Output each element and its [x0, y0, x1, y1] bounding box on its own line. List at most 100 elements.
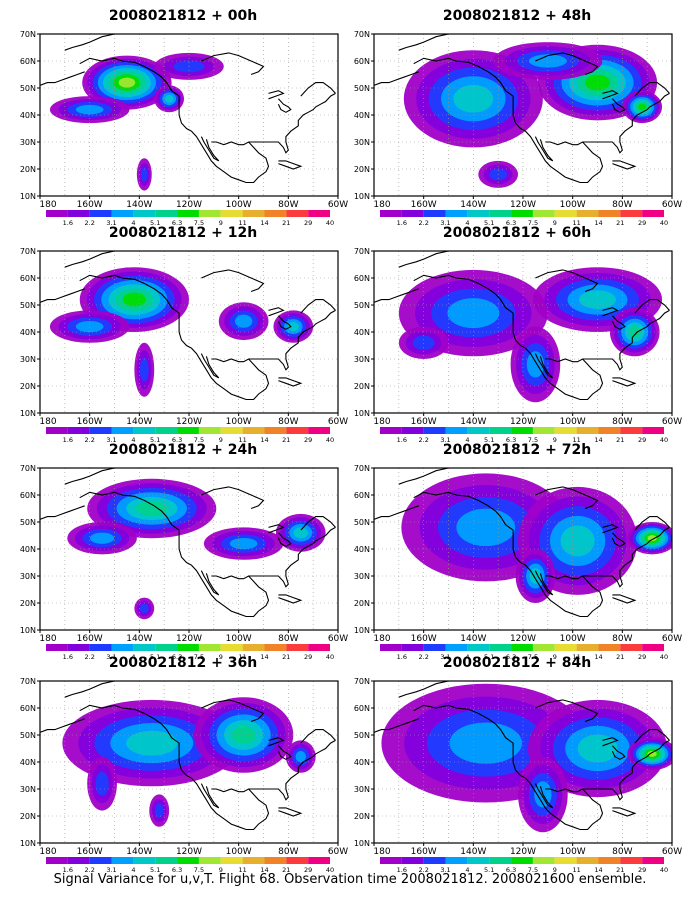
lat-label: 30N: [20, 355, 36, 364]
colorbar-label: 9: [553, 436, 557, 444]
lon-label: 80W: [612, 417, 632, 427]
colorbar-label: 4: [131, 866, 135, 874]
colorbar-label: 6.3: [506, 219, 516, 227]
colorbar-label: 5.1: [150, 653, 160, 661]
colorbar-label: 11: [238, 219, 246, 227]
colorbar-label: 14: [594, 866, 602, 874]
coastlines: [374, 681, 670, 831]
colorbar: 1.6 2.2 3.1 4 5.1 6.3 7.5 9 11 14 21 29 40: [46, 210, 334, 227]
colorbar-label: 3.1: [440, 866, 450, 874]
colorbar-swatch: [445, 210, 468, 217]
colorbar: 1.6 2.2 3.1 4 5.1 6.3 7.5 9 11 14 21 29 40: [46, 644, 334, 661]
colorbar-label: 1.6: [397, 436, 407, 444]
variance-contour: [528, 54, 567, 68]
colorbar-swatch: [445, 857, 468, 864]
colorbar-label: 14: [260, 436, 268, 444]
lon-label: 120W: [510, 847, 536, 857]
lat-label: 10N: [354, 409, 370, 418]
lat-label: 70N: [354, 677, 370, 686]
colorbar-label: 29: [304, 653, 312, 661]
lat-label: 30N: [354, 572, 370, 581]
colorbar-label: 40: [326, 866, 334, 874]
colorbar-label: 11: [572, 436, 580, 444]
colorbar: 1.6 2.2 3.1 4 5.1 6.3 7.5 9 11 14 21 29 40: [380, 857, 668, 874]
colorbar-swatch: [264, 210, 287, 217]
colorbar-label: 2.2: [85, 219, 95, 227]
lat-label: 40N: [20, 111, 36, 120]
panel-title: 2008021812 + 72h: [442, 442, 592, 458]
colorbar-swatch: [242, 210, 265, 217]
colorbar-swatch: [177, 644, 199, 651]
colorbar-label: 7.5: [528, 653, 538, 661]
lat-label: 20N: [20, 812, 36, 821]
colorbar-label: 5.1: [150, 866, 160, 874]
colorbar-label: 40: [660, 436, 668, 444]
gridlines: [374, 251, 672, 413]
colorbar-label: 40: [660, 653, 668, 661]
gridlines: [374, 34, 672, 196]
colorbar-swatch: [155, 857, 178, 864]
colorbar-label: 9: [553, 653, 557, 661]
colorbar-swatch: [111, 210, 134, 217]
colorbar-label: 5.1: [484, 653, 494, 661]
colorbar-swatch: [89, 857, 112, 864]
colorbar-swatch: [67, 644, 90, 651]
colorbar-label: 2.2: [419, 436, 429, 444]
colorbar-swatch: [198, 210, 221, 217]
panel-00h: 2008021812 + 00h 70N 60N 50N 40N 30N 20N 10N 18…: [18, 8, 348, 227]
colorbar-label: 4: [465, 653, 469, 661]
lat-label: 30N: [20, 138, 36, 147]
colorbar-label: 6.3: [506, 866, 516, 874]
colorbar-swatch: [220, 644, 243, 651]
colorbar-label: 14: [260, 866, 268, 874]
colorbar-swatch: [511, 210, 533, 217]
colorbar-swatch: [620, 210, 643, 217]
colorbar-swatch: [286, 427, 309, 434]
variance-contour: [164, 94, 174, 103]
lat-label: 40N: [20, 545, 36, 554]
lon-label: 80W: [278, 200, 298, 210]
lon-label: 80W: [278, 847, 298, 857]
lat-label: 70N: [20, 30, 36, 39]
colorbar-label: 29: [304, 219, 312, 227]
colorbar-label: 3.1: [440, 436, 450, 444]
colorbar-label: 5.1: [150, 436, 160, 444]
colorbar-label: 7.5: [528, 436, 538, 444]
colorbar-label: 9: [219, 219, 223, 227]
lon-label: 120W: [176, 847, 202, 857]
colorbar-label: 9: [553, 866, 557, 874]
colorbar-swatch: [445, 644, 468, 651]
panel-title: 2008021812 + 00h: [108, 8, 258, 24]
lon-label: 100W: [226, 847, 252, 857]
lon-label: 180: [373, 847, 390, 857]
gridlines: [374, 468, 672, 630]
variance-contour: [456, 508, 516, 547]
colorbar-label: 4: [131, 219, 135, 227]
coastlines: [40, 468, 336, 618]
colorbar-label: 2.2: [419, 866, 429, 874]
lat-label: 60N: [20, 57, 36, 66]
colorbar-label: 11: [238, 436, 246, 444]
lon-label: 80W: [612, 200, 632, 210]
panel-36h: 2008021812 + 36h 70N 60N 50N 40N 30N 20N 10N 18…: [18, 655, 348, 874]
lon-label: 80W: [612, 634, 632, 644]
colorbar-swatch: [264, 427, 287, 434]
variance-contour: [122, 292, 146, 307]
colorbar-label: 29: [638, 436, 646, 444]
colorbar-label: 4: [465, 866, 469, 874]
variance-contour: [526, 351, 545, 378]
lat-label: 10N: [20, 839, 36, 848]
colorbar-label: 21: [616, 219, 624, 227]
colorbar-swatch: [198, 427, 221, 434]
lon-label: 140W: [460, 847, 486, 857]
colorbar-swatch: [155, 644, 178, 651]
colorbar-swatch: [532, 857, 555, 864]
lon-label: 140W: [126, 634, 152, 644]
colorbar-label: 2.2: [419, 219, 429, 227]
variance-contour: [447, 298, 500, 329]
colorbar-label: 5.1: [150, 219, 160, 227]
variance-shading: [381, 683, 672, 833]
colorbar-label: 1.6: [397, 866, 407, 874]
